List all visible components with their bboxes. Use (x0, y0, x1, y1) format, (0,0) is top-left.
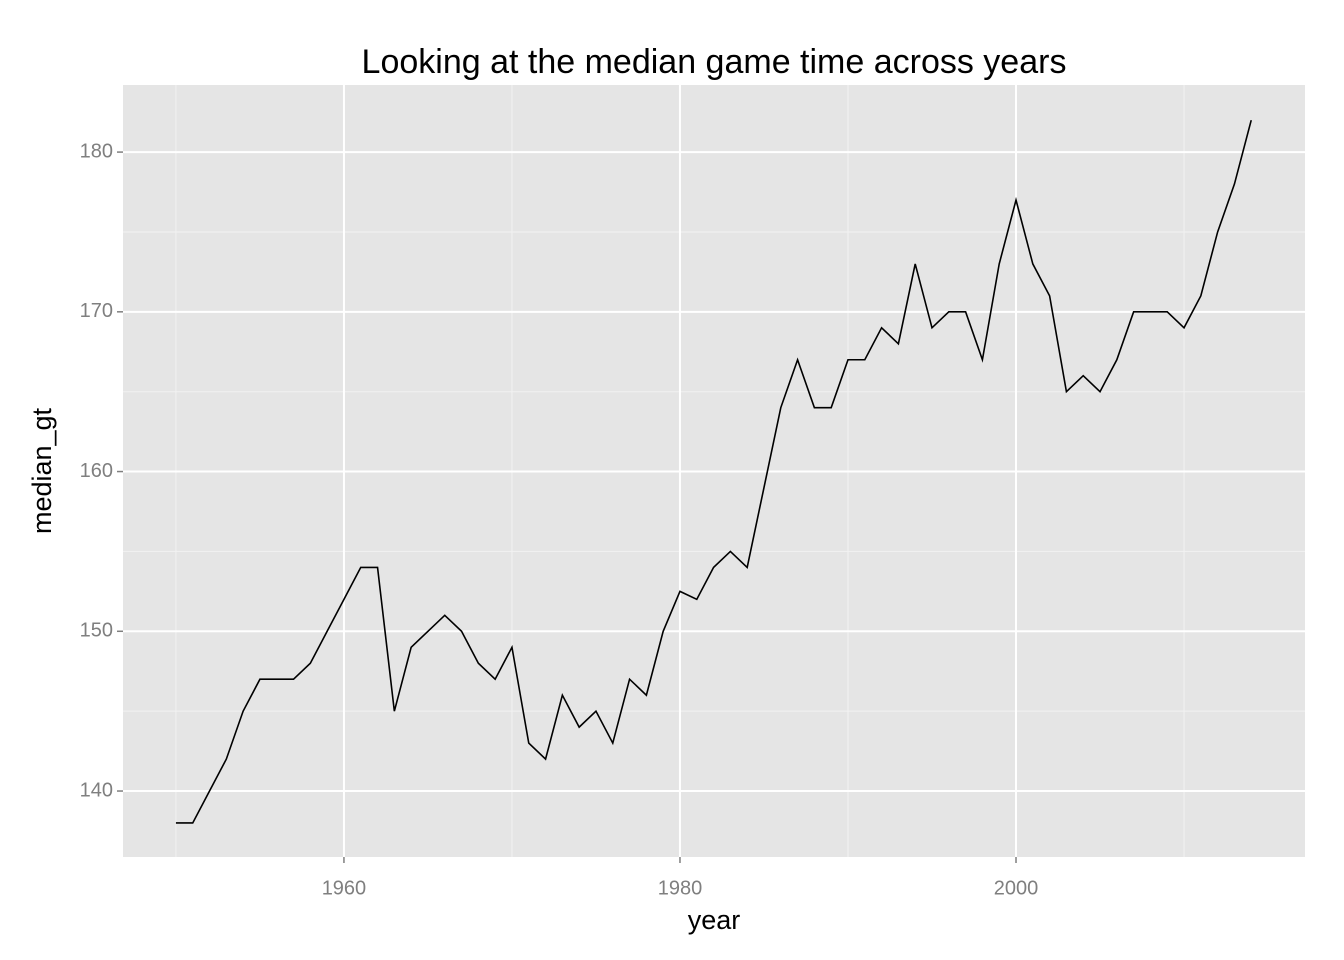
y-tick-label: 160 (80, 460, 113, 482)
y-axis-label: median_gt (27, 407, 57, 534)
y-tick-label: 140 (80, 779, 113, 801)
data-line (175, 119, 1253, 824)
x-tick-label: 1980 (658, 877, 703, 899)
y-tick-label: 150 (80, 620, 113, 642)
x-tick-label: 2000 (994, 877, 1039, 899)
x-axis-label: year (688, 905, 741, 935)
y-tick-label: 170 (80, 300, 113, 322)
chart-title: Looking at the median game time across y… (362, 43, 1067, 81)
x-tick-label: 1960 (322, 877, 367, 899)
y-tick-label: 180 (80, 140, 113, 162)
